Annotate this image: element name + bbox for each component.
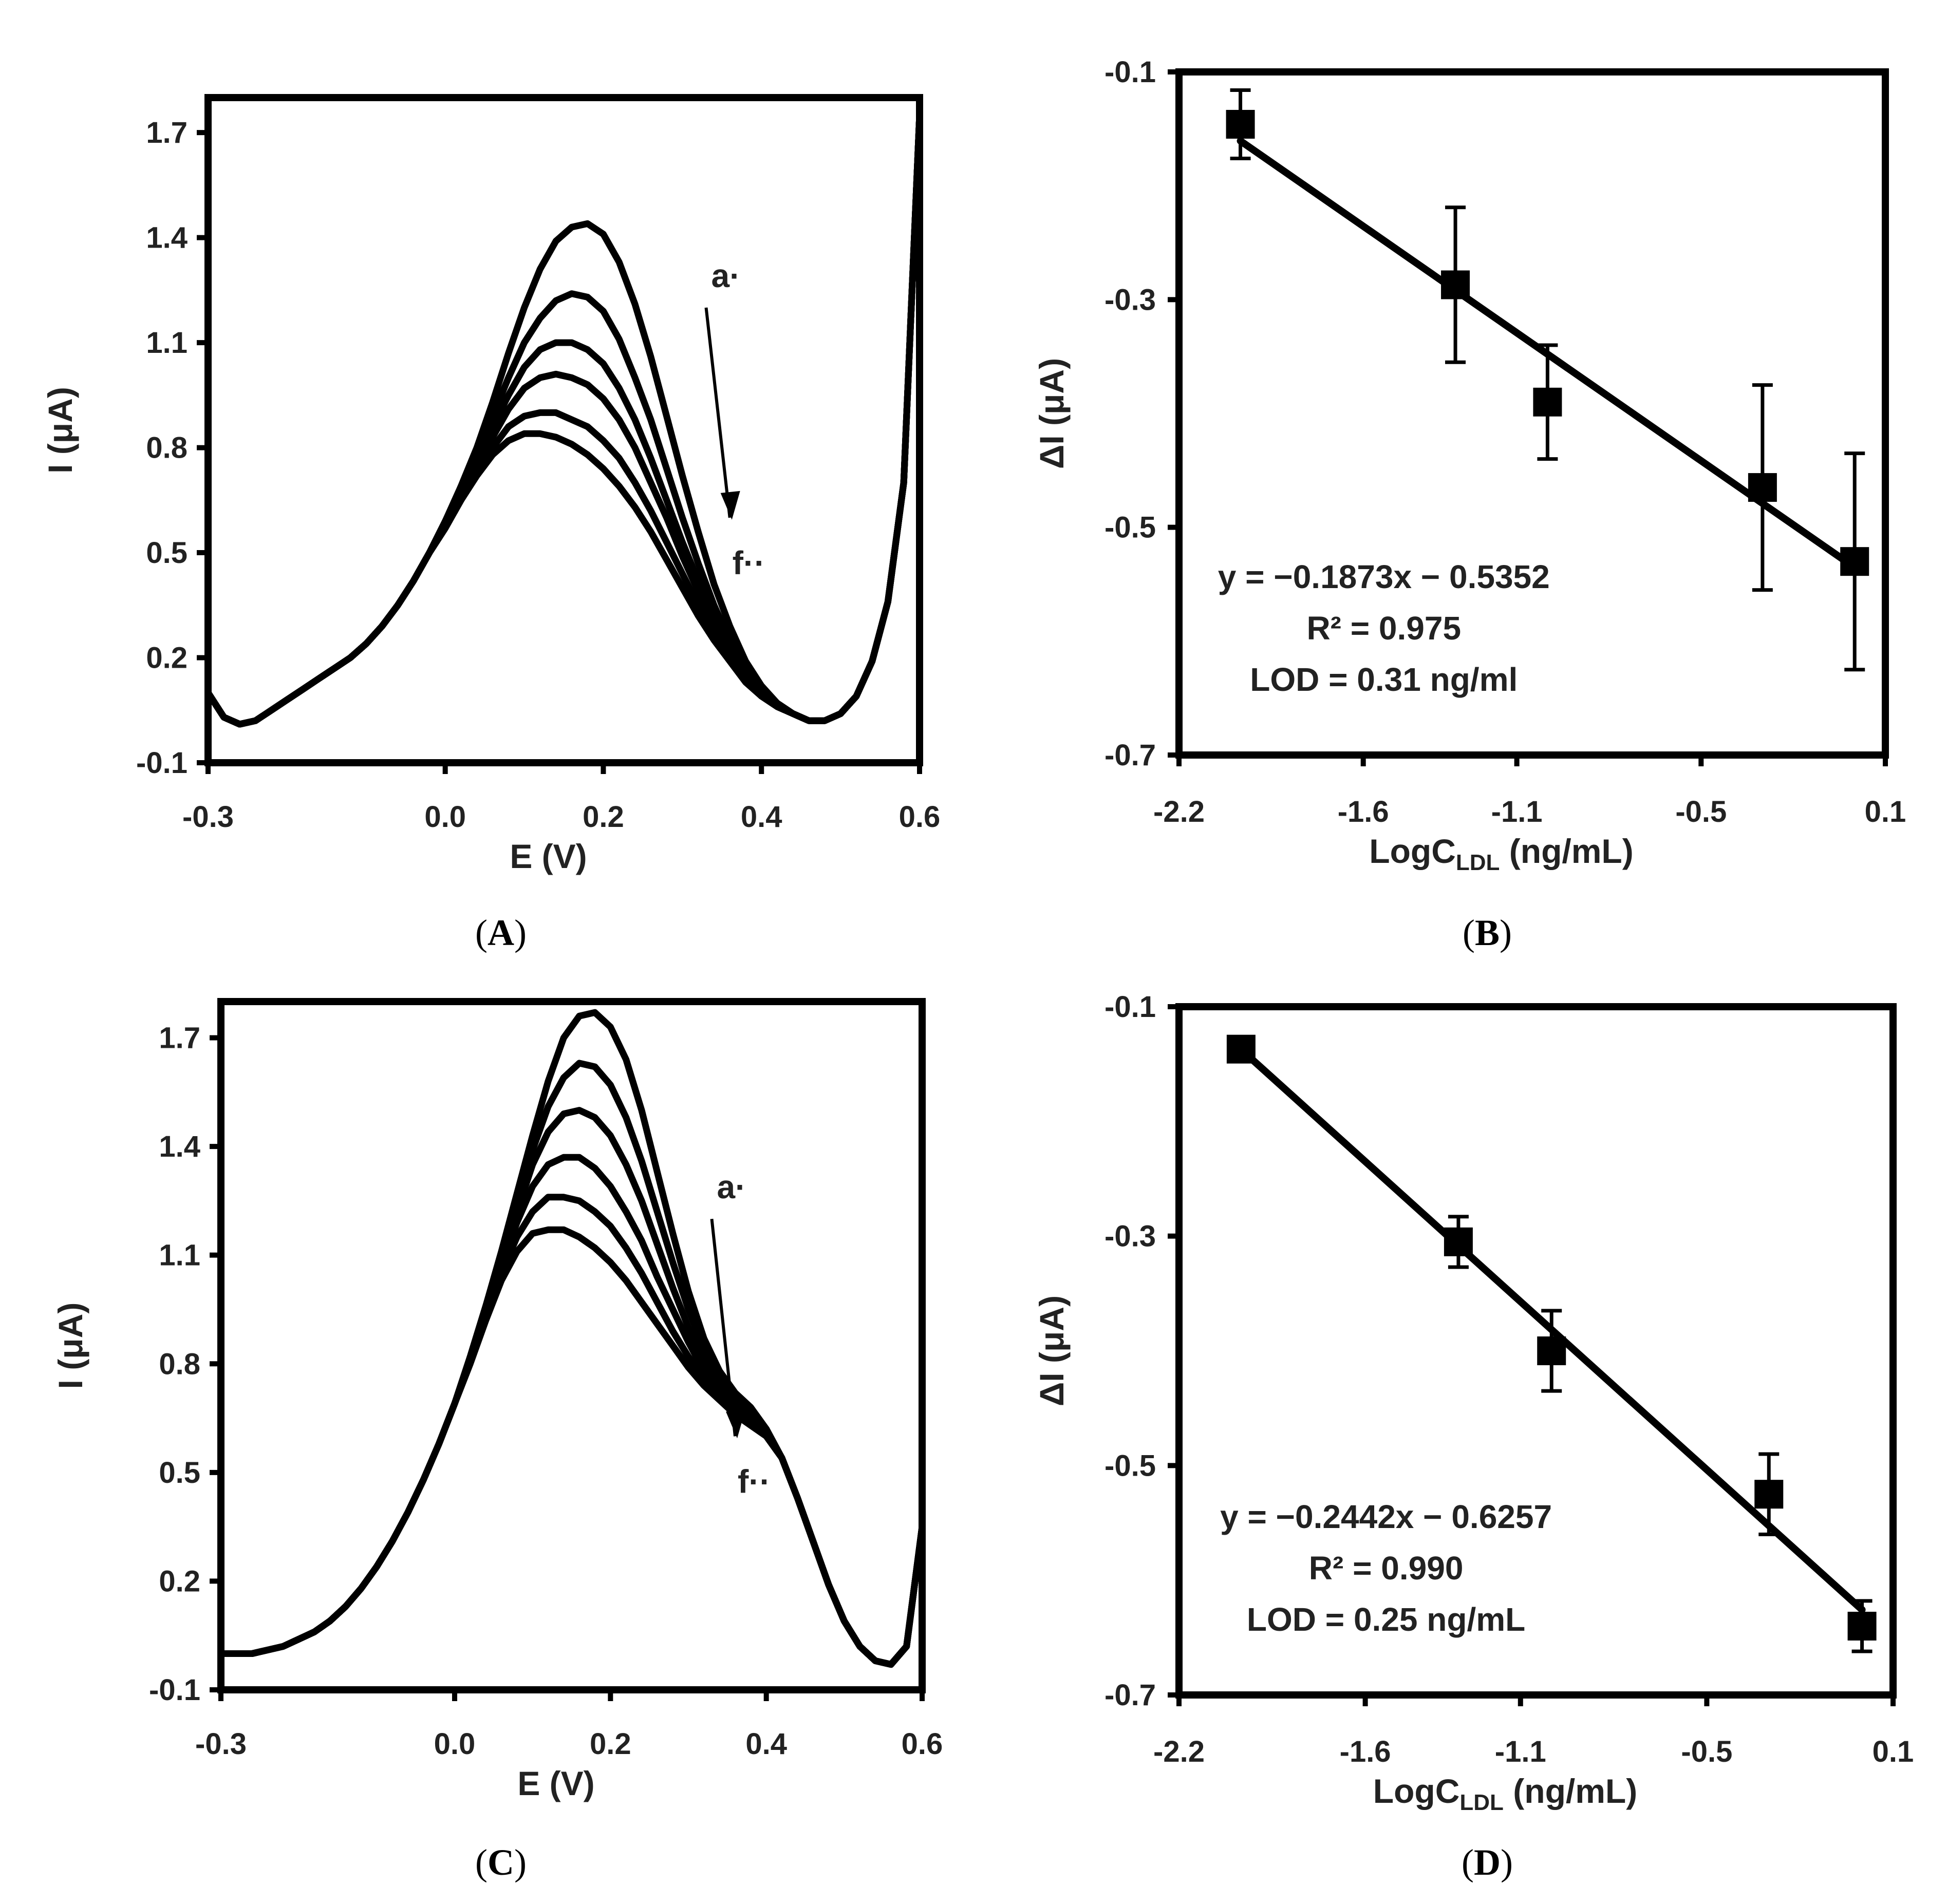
x-axis-label-main: LogC — [1369, 832, 1456, 870]
y-tick-label: 0.5 — [146, 536, 188, 570]
series-line-b — [217, 1060, 926, 1668]
series-line-f — [204, 111, 923, 728]
data-point-marker — [1226, 109, 1255, 139]
y-tick-label: -0.1 — [1104, 990, 1156, 1024]
x-tick-label: -0.3 — [182, 800, 234, 834]
r-squared: R² = 0.990 — [1309, 1550, 1464, 1587]
x-tick-label: 0.0 — [424, 800, 466, 834]
caption-a: (A) — [475, 912, 527, 953]
caption-c: (C) — [475, 1842, 527, 1883]
x-tick-label: -0.3 — [195, 1727, 247, 1761]
lod: LOD = 0.25 ng/mL — [1247, 1601, 1525, 1638]
y-tick-label: 0.8 — [159, 1347, 200, 1381]
data-point-marker — [1748, 473, 1777, 502]
x-tick-label: 0.6 — [902, 1727, 943, 1761]
panel-c: -0.1 0.2 0.5 0.8 1.1 1.4 1.7 -0.3 0.0 0.2 0.4 0.6 I … — [51, 998, 943, 1802]
x-tick-label: 0.4 — [745, 1727, 787, 1761]
series-line-e — [204, 111, 923, 728]
lod: LOD = 0.31 ng/ml — [1250, 661, 1518, 698]
series-line-f — [217, 1226, 926, 1668]
y-tick-label: 1.7 — [146, 116, 188, 149]
y-tick-label: -0.1 — [136, 746, 188, 780]
y-tick-label: 1.7 — [159, 1022, 200, 1055]
y-tick-label: -0.1 — [1104, 55, 1156, 89]
data-point-marker — [1840, 547, 1869, 576]
data-point-marker — [1537, 1336, 1566, 1365]
y-tick-label: -0.3 — [1104, 283, 1156, 316]
y-axis-label: I (μA) — [51, 1303, 89, 1389]
x-tick-label: 0.6 — [899, 800, 941, 834]
x-axis-label-main: LogC — [1373, 1772, 1460, 1810]
x-axis-label-unit: (ng/mL) — [1500, 832, 1633, 870]
x-tick-label: 0.2 — [590, 1727, 631, 1761]
data-point-marker — [1226, 1034, 1256, 1064]
y-tick-label: 0.2 — [159, 1564, 200, 1598]
panel-d: -0.1 -0.3 -0.5 -0.7 -2.2 -1.6 -1.1 -0.5 0.1 ΔI (μ… — [1033, 990, 1914, 1815]
arrow-line — [704, 307, 732, 518]
y-tick-label: 1.1 — [146, 326, 188, 360]
caption-d: (D) — [1462, 1842, 1513, 1883]
x-axis-label: E (V) — [517, 1764, 594, 1802]
x-tick-label: 0.2 — [583, 800, 624, 834]
y-tick-label: -0.7 — [1104, 739, 1156, 772]
y-tick-label: 0.2 — [146, 642, 188, 675]
x-tick-label: 0.4 — [741, 800, 782, 834]
y-tick-label: 1.4 — [146, 221, 188, 255]
x-tick-label: -1.1 — [1491, 795, 1543, 828]
plot-frame — [1175, 1003, 1897, 1699]
arrow-head — [726, 1409, 745, 1439]
y-axis-label: ΔI (μA) — [1033, 1295, 1071, 1406]
data-point-marker — [1847, 1612, 1877, 1641]
arrow-start-label: a· — [712, 257, 741, 294]
series-line-c — [217, 1107, 926, 1668]
y-tick-label: -0.1 — [149, 1673, 200, 1707]
plot-frame — [1175, 68, 1889, 759]
arrow-line — [710, 1218, 737, 1437]
x-tick-label: -0.5 — [1675, 795, 1727, 828]
panel-a: -0.1 0.2 0.5 0.8 1.1 1.4 1.7 -0.3 0.0 0.2 0.4 0.6 I … — [41, 94, 941, 875]
data-point-marker — [1754, 1480, 1784, 1509]
plot-frame — [217, 998, 926, 1693]
y-tick-label: -0.7 — [1104, 1679, 1156, 1712]
fit-equation: y = −0.1873x − 0.5352 — [1218, 558, 1550, 595]
x-axis-label-sub: LDL — [1456, 850, 1500, 875]
x-tick-label: -2.2 — [1153, 1735, 1205, 1768]
y-tick-label: 0.8 — [146, 431, 188, 465]
y-tick-label: 0.5 — [159, 1456, 200, 1490]
x-tick-label: 0.1 — [1865, 795, 1906, 828]
y-tick-label: -0.5 — [1104, 1449, 1156, 1482]
x-tick-label: 0.0 — [434, 1727, 476, 1761]
x-axis-label-unit: (ng/mL) — [1504, 1772, 1637, 1810]
x-tick-label: -1.1 — [1495, 1735, 1546, 1768]
series-line-e — [217, 1194, 926, 1668]
y-axis-label: ΔI (μA) — [1033, 358, 1071, 469]
panel-b: -0.1 -0.3 -0.5 -0.7 -2.2 -1.6 -1.1 -0.5 0.1 ΔI (μ… — [1033, 55, 1906, 875]
x-axis-label: E (V) — [510, 837, 587, 875]
x-tick-label: -2.2 — [1153, 795, 1205, 828]
x-axis-label: LogCLDL (ng/mL) — [1373, 1772, 1637, 1815]
y-tick-label: -0.3 — [1104, 1220, 1156, 1253]
r-squared: R² = 0.975 — [1306, 610, 1461, 647]
arrow-head — [720, 491, 740, 520]
fit-equation: y = −0.2442x − 0.6257 — [1220, 1498, 1552, 1535]
caption-b: (B) — [1463, 912, 1512, 953]
x-tick-label: -1.6 — [1338, 795, 1389, 828]
x-axis-label-sub: LDL — [1459, 1790, 1504, 1815]
x-tick-label: -1.6 — [1340, 1735, 1391, 1768]
arrow-start-label: a· — [717, 1168, 746, 1205]
data-point-marker — [1444, 1227, 1473, 1256]
x-tick-label: -0.5 — [1681, 1735, 1732, 1768]
plot-frame — [204, 94, 923, 766]
data-point-marker — [1533, 387, 1562, 417]
x-tick-label: 0.1 — [1873, 1735, 1914, 1768]
arrow-end-label: f·· — [738, 1463, 771, 1500]
y-axis-label: I (μA) — [41, 387, 79, 474]
x-axis-label: LogCLDL (ng/mL) — [1369, 832, 1633, 875]
data-point-marker — [1441, 270, 1470, 299]
arrow-end-label: f·· — [733, 544, 765, 581]
y-tick-label: -0.5 — [1104, 511, 1156, 544]
y-tick-label: 1.4 — [159, 1130, 200, 1163]
y-tick-label: 1.1 — [159, 1239, 200, 1272]
